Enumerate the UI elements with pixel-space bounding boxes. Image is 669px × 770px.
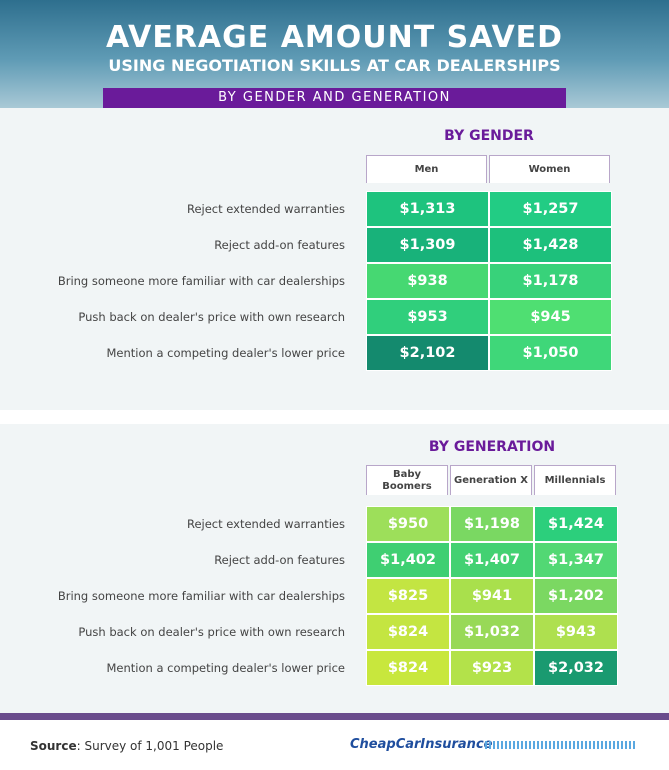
table-cell: $1,257 bbox=[489, 191, 612, 227]
row-label: Mention a competing dealer's lower price bbox=[106, 346, 345, 360]
table-cell: $1,407 bbox=[450, 542, 534, 578]
table-cell: $943 bbox=[534, 614, 618, 650]
logo: CheapCarInsurance bbox=[350, 737, 493, 752]
table-cell: $1,313 bbox=[366, 191, 489, 227]
table-cell: $1,032 bbox=[450, 614, 534, 650]
column-header: Generation X bbox=[450, 465, 532, 495]
table-cell: $950 bbox=[366, 506, 450, 542]
table-cell: $2,032 bbox=[534, 650, 618, 686]
table-cell: $1,178 bbox=[489, 263, 612, 299]
row-label: Reject extended warranties bbox=[186, 202, 345, 216]
table-cell: $1,198 bbox=[450, 506, 534, 542]
table-cell: $825 bbox=[366, 578, 450, 614]
column-header: Men bbox=[366, 155, 487, 183]
source-label: Source bbox=[30, 739, 77, 753]
section-heading: BY GENDER bbox=[444, 128, 534, 144]
footer-line bbox=[0, 713, 669, 720]
table-cell: $1,424 bbox=[534, 506, 618, 542]
source-text: : Survey of 1,001 People bbox=[76, 739, 224, 753]
row-label: Reject add-on features bbox=[214, 238, 345, 252]
table-cell: $824 bbox=[366, 650, 450, 686]
subtitle: USING NEGOTIATION SKILLS AT CAR DEALERSH… bbox=[108, 56, 561, 75]
table-cell: $953 bbox=[366, 299, 489, 335]
table-cell: $1,347 bbox=[534, 542, 618, 578]
table-cell: $1,050 bbox=[489, 335, 612, 371]
table-cell: $1,402 bbox=[366, 542, 450, 578]
column-header: Millennials bbox=[534, 465, 616, 495]
row-label: Bring someone more familiar with car dea… bbox=[57, 589, 345, 603]
row-label: Push back on dealer's price with own res… bbox=[78, 625, 345, 639]
table-cell: $1,428 bbox=[489, 227, 612, 263]
table-cell: $945 bbox=[489, 299, 612, 335]
source: Source: Survey of 1,001 People bbox=[30, 739, 223, 753]
logo-stripes bbox=[485, 741, 635, 749]
row-label: Bring someone more familiar with car dea… bbox=[57, 274, 345, 288]
section-heading: BY GENERATION bbox=[428, 439, 556, 455]
table-cell: $941 bbox=[450, 578, 534, 614]
band: BY GENDER AND GENERATION bbox=[103, 88, 566, 108]
title: AVERAGE AMOUNT SAVED bbox=[105, 20, 564, 55]
table-cell: $923 bbox=[450, 650, 534, 686]
table-cell: $1,202 bbox=[534, 578, 618, 614]
column-header: Women bbox=[489, 155, 610, 183]
table-cell: $824 bbox=[366, 614, 450, 650]
row-label: Reject extended warranties bbox=[186, 517, 345, 531]
row-label: Push back on dealer's price with own res… bbox=[78, 310, 345, 324]
row-label: Mention a competing dealer's lower price bbox=[106, 661, 345, 675]
row-label: Reject add-on features bbox=[214, 553, 345, 567]
column-header: Baby Boomers bbox=[366, 465, 448, 495]
table-cell: $938 bbox=[366, 263, 489, 299]
table-cell: $1,309 bbox=[366, 227, 489, 263]
table-cell: $2,102 bbox=[366, 335, 489, 371]
